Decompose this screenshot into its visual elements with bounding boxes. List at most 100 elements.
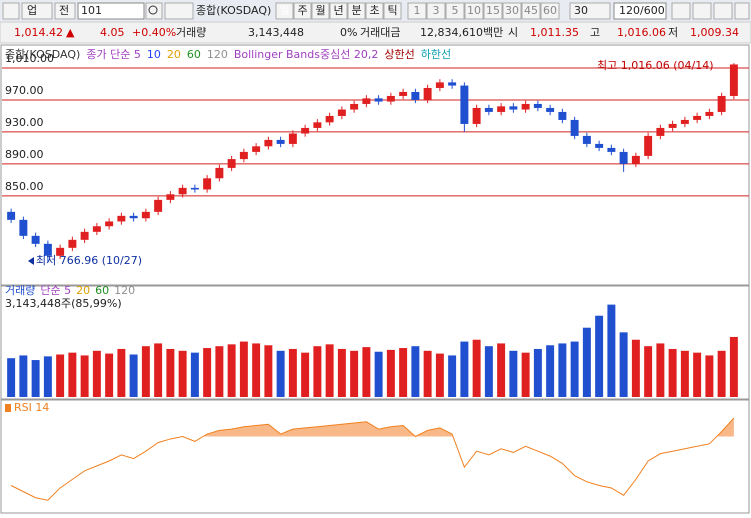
interval-label: 45	[524, 4, 538, 17]
high-label: 고	[590, 26, 600, 39]
candle-body	[705, 111, 714, 116]
interval-button[interactable]	[464, 2, 484, 20]
volume-bar	[448, 355, 457, 397]
interval-button[interactable]	[483, 2, 503, 20]
candle-body	[595, 143, 604, 148]
volume-bar	[141, 346, 150, 397]
candle-body	[374, 98, 383, 102]
candle-body	[644, 135, 653, 156]
period-label: 년	[333, 4, 343, 17]
interval-button[interactable]	[521, 2, 541, 20]
volume-bar	[129, 354, 138, 397]
legend-item: 20	[167, 48, 181, 61]
tool-4[interactable]	[734, 2, 750, 20]
volume-bar	[472, 339, 481, 397]
candle-body	[717, 95, 726, 112]
prev-button[interactable]	[54, 2, 76, 20]
amount-label: 거래대금	[360, 26, 400, 39]
candle-body	[521, 103, 530, 110]
interval-button[interactable]	[540, 2, 560, 20]
candle-body	[386, 95, 395, 102]
volume-bar	[680, 350, 689, 397]
candle-body	[227, 159, 236, 168]
period-label: 분	[351, 4, 361, 17]
volume-bar	[656, 343, 665, 397]
candle-body	[178, 187, 187, 195]
interval-label: 60	[543, 4, 557, 17]
period-button[interactable]	[365, 2, 384, 20]
prev: 전	[59, 4, 69, 17]
period-button[interactable]	[347, 2, 366, 20]
period-button[interactable]	[311, 2, 330, 20]
interval-button[interactable]	[445, 2, 465, 20]
volume-bar	[227, 344, 236, 397]
volume-bar	[276, 350, 285, 397]
period-button[interactable]	[275, 2, 294, 20]
range-box[interactable]	[613, 2, 667, 20]
candle-body	[497, 106, 506, 112]
interval-label: 10	[467, 4, 481, 17]
volume-bar	[509, 350, 518, 397]
candle-body	[631, 155, 640, 164]
volume-bar	[301, 352, 310, 397]
tool-3[interactable]	[713, 2, 733, 20]
low-arrow	[28, 257, 34, 265]
candle-body	[607, 147, 616, 152]
tool-2[interactable]	[692, 2, 712, 20]
y-tick-label: 970.00	[5, 84, 44, 97]
low-label: 저	[668, 26, 678, 39]
rsi-title: RSI 14	[14, 401, 49, 414]
candle-body	[80, 231, 89, 240]
period-label: 주	[297, 4, 307, 17]
candle-body	[313, 122, 322, 128]
rsi-overbought-fill	[11, 418, 734, 437]
interval-label: 3	[433, 4, 440, 17]
candle-body	[68, 239, 77, 248]
search-button[interactable]	[145, 2, 163, 20]
volume-bar	[203, 348, 212, 397]
sound-button[interactable]	[164, 2, 194, 20]
menu-icon[interactable]	[2, 2, 20, 20]
period-button[interactable]	[383, 2, 402, 20]
volume-bar	[239, 341, 248, 397]
volume-pct: 0%	[340, 26, 357, 39]
volume-bar	[362, 347, 371, 397]
interval-button[interactable]	[426, 2, 446, 20]
y-tick-label: 890.00	[5, 148, 44, 161]
volume-bar	[105, 353, 114, 397]
volume-bar	[288, 348, 297, 397]
volume-bar	[411, 346, 420, 397]
tool-1[interactable]	[671, 2, 691, 20]
y-tick-label: 850.00	[5, 180, 44, 193]
legend-item: 단순 5	[40, 284, 71, 297]
candle-body	[423, 87, 432, 100]
candle-body	[484, 107, 493, 112]
market-select[interactable]	[21, 2, 53, 20]
code: 101	[81, 4, 102, 17]
volume-bar	[178, 350, 187, 397]
candle-body	[92, 226, 101, 232]
high-annotation: 최고 1,016.06 (04/14)	[597, 59, 714, 72]
interval-button[interactable]	[407, 2, 427, 20]
y-tick-label: 1,010.00	[5, 52, 54, 65]
quote-bar	[0, 21, 751, 44]
volume-bar	[215, 346, 224, 397]
candle-body	[668, 123, 677, 128]
volume-bar	[313, 346, 322, 397]
candle-body	[276, 139, 285, 144]
period-button[interactable]	[293, 2, 312, 20]
count-select[interactable]	[569, 2, 611, 20]
interval-label: 1	[414, 4, 421, 17]
candle-body	[166, 194, 175, 200]
legend-item: 120	[207, 48, 228, 61]
volume-bar	[729, 336, 738, 397]
code-input[interactable]	[77, 2, 145, 20]
period-button[interactable]	[329, 2, 348, 20]
legend-item: 종합(KOSDAQ)	[5, 48, 80, 61]
legend-item: 10	[147, 48, 161, 61]
volume-bar	[68, 352, 77, 397]
interval-button[interactable]	[502, 2, 522, 20]
volume-bar	[558, 343, 567, 397]
candle-body	[509, 106, 518, 110]
candle-body	[656, 127, 665, 136]
